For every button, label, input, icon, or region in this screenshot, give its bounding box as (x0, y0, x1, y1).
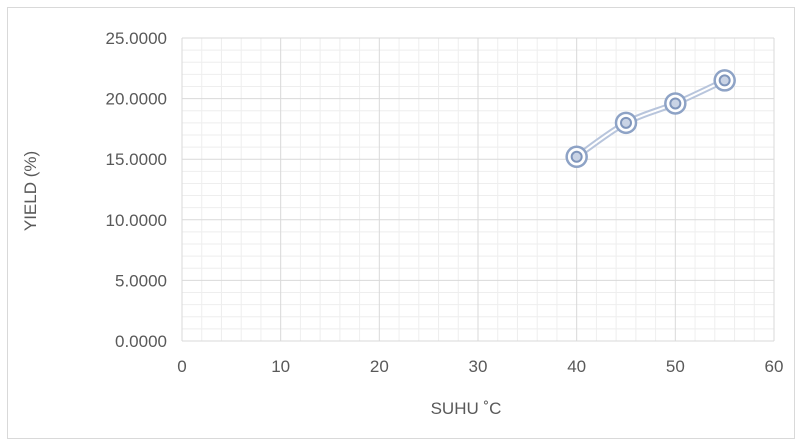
x-tick-label: 10 (271, 357, 290, 376)
chart-container: 0 10 20 30 40 50 60 0.0000 5.0000 10.0000 15.0000… (7, 7, 795, 439)
yield-vs-temperature-chart: 0 10 20 30 40 50 60 0.0000 5.0000 10.0000 15.0000… (21, 29, 783, 418)
data-point (664, 92, 687, 115)
y-tick-label: 25.0000 (106, 29, 167, 48)
data-series (565, 69, 736, 169)
y-tick-label: 10.0000 (106, 211, 167, 230)
x-tick-label: 40 (567, 357, 586, 376)
x-tick-label: 50 (666, 357, 685, 376)
y-axis-title: YIELD (%) (21, 151, 40, 231)
x-axis-tick-labels: 0 10 20 30 40 50 60 (177, 357, 783, 376)
major-gridlines (181, 37, 775, 342)
data-point-inner-dot (669, 97, 682, 110)
data-point (713, 69, 736, 92)
data-point-inner-dot (718, 74, 731, 87)
data-point-inner-dot (620, 116, 632, 129)
x-tick-label: 60 (765, 357, 784, 376)
y-tick-label: 15.0000 (106, 150, 167, 169)
y-tick-label: 20.0000 (106, 90, 167, 109)
x-axis-title: SUHU ˚C (431, 399, 502, 418)
data-point (614, 111, 638, 135)
y-tick-label: 5.0000 (115, 271, 167, 290)
y-axis-tick-labels: 0.0000 5.0000 10.0000 15.0000 20.0000 25.0000 (106, 29, 167, 351)
series-line-inner (575, 79, 726, 158)
data-point-inner-dot (570, 150, 583, 163)
x-tick-label: 20 (370, 357, 389, 376)
y-tick-label: 0.0000 (115, 332, 167, 351)
data-point (565, 145, 588, 169)
x-tick-label: 0 (177, 357, 186, 376)
x-tick-label: 30 (469, 357, 488, 376)
